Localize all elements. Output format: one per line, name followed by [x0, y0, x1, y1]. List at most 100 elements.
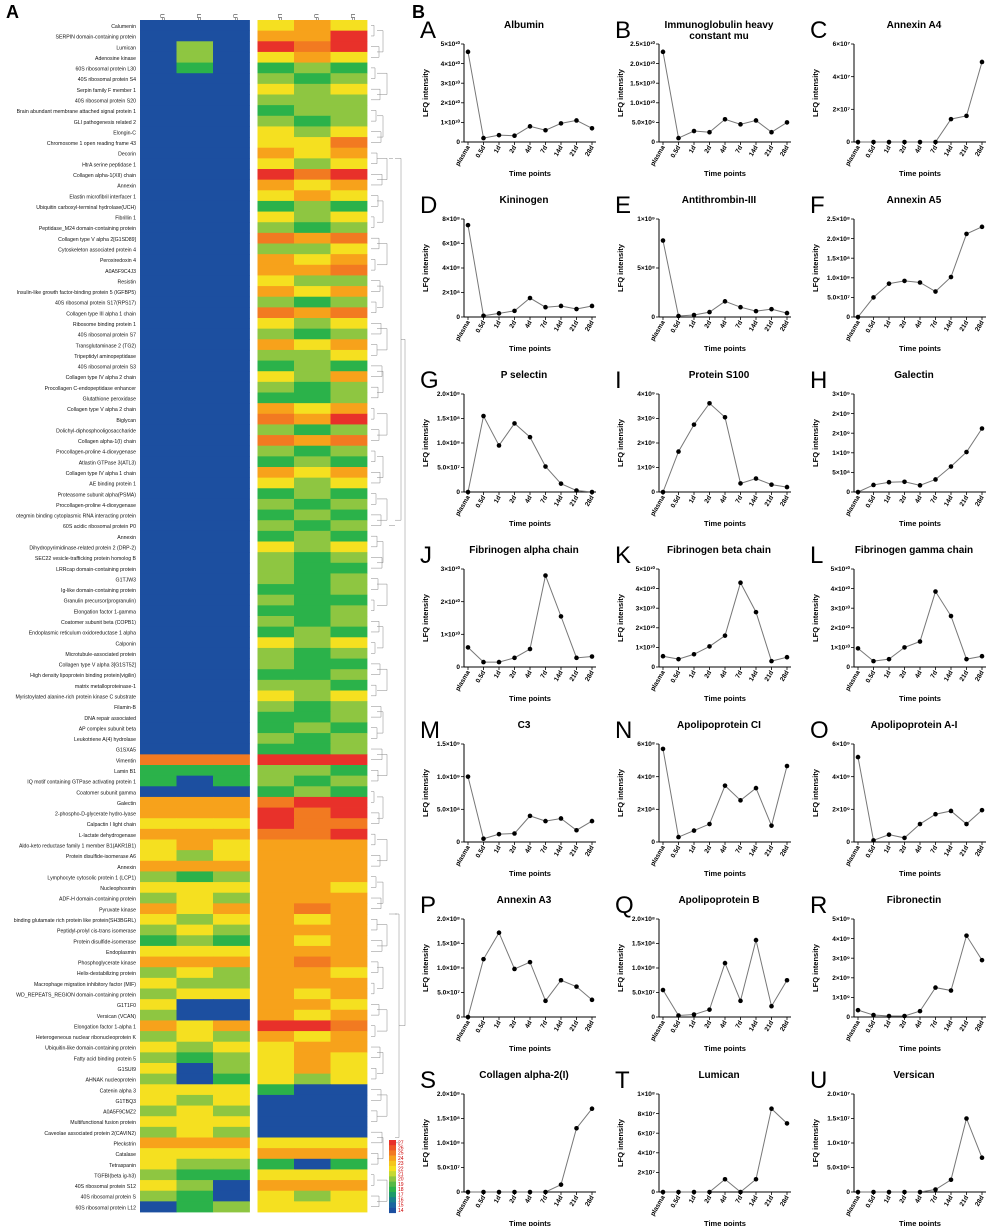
heatmap-cell: [140, 839, 177, 851]
x-tick-label: plasma: [454, 844, 471, 867]
x-tick-label: 0.5d: [865, 1019, 878, 1034]
heatmap-cell: [213, 477, 250, 489]
data-point: [465, 645, 471, 650]
heatmap-cell: [257, 743, 295, 755]
data-point: [964, 1116, 969, 1121]
data-point: [496, 930, 502, 936]
data-point: [676, 313, 681, 319]
heatmap-cell: [140, 711, 177, 723]
heatmap-row-label: A0A5F9CMZ2: [103, 1110, 136, 1116]
legend-swatch: [389, 1202, 396, 1208]
heatmap-cell: [213, 722, 250, 734]
heatmap-cell: [257, 1116, 295, 1128]
y-tick-label: 2.0×10⁸: [632, 916, 655, 923]
heatmap-cell: [176, 1052, 214, 1064]
x-tick-label: 21d: [569, 669, 581, 682]
heatmap-cell: [294, 647, 331, 659]
data-point: [855, 489, 861, 495]
heatmap-cell: [140, 392, 177, 404]
x-tick-label: 4d: [719, 144, 729, 154]
heatmap-cell: [176, 190, 214, 202]
data-point: [558, 614, 564, 619]
heatmap-row-label: AE binding protein 1: [89, 482, 136, 488]
heatmap-cell: [257, 137, 295, 149]
heatmap-cell: [257, 20, 295, 32]
y-tick-label: 1.5×10⁸: [632, 941, 655, 948]
data-point: [871, 658, 876, 664]
y-tick-label: 5.0×10⁹: [632, 120, 655, 127]
heatmap-cell: [294, 1063, 331, 1075]
y-tick-label: 2×10⁹: [832, 807, 850, 814]
heatmap-cell: [213, 169, 250, 181]
series-line: [662, 939, 788, 1017]
series-line: [468, 1108, 593, 1193]
heatmap-cell: [294, 786, 331, 798]
data-point: [660, 238, 666, 243]
heatmap-cell: [213, 743, 250, 755]
data-point: [753, 1176, 759, 1182]
heatmap-row-label: Peptidyl-prolyl cis-trans isomerase: [57, 929, 136, 935]
y-tick-label: 4×10⁷: [833, 74, 851, 81]
heatmap-cell: [330, 41, 368, 53]
heatmap-cell: [213, 711, 250, 723]
x-tick-label: 0.5d: [475, 319, 488, 334]
x-tick-label: plasma: [844, 1194, 861, 1217]
heatmap-cell: [140, 1020, 177, 1032]
data-point: [933, 139, 938, 145]
heatmap-cell: [294, 903, 331, 915]
heatmap-cell: [176, 158, 214, 170]
heatmap-row-label: G1T1F0: [117, 1003, 136, 1009]
heatmap-cell: [140, 871, 177, 883]
heatmap-cell: [140, 945, 177, 957]
heatmap-cell: [140, 296, 177, 308]
heatmap-cell: [213, 286, 250, 298]
heatmap-cell: [176, 179, 214, 191]
heatmap-cell: [213, 658, 250, 670]
heatmap-cell: [140, 977, 177, 989]
heatmap-cell: [213, 796, 250, 808]
chart-title: Fibronectin: [887, 895, 941, 906]
data-point: [543, 818, 548, 824]
data-point: [979, 653, 985, 659]
data-point: [769, 1106, 774, 1111]
heatmap-row-label: Coatomer subunit beta (COPB1): [61, 620, 136, 626]
heatmap-cell: [257, 765, 295, 777]
heatmap-cell: [330, 690, 368, 702]
data-point: [784, 654, 790, 660]
heatmap-row-label: IQ motif containing GTPase activating pr…: [27, 780, 136, 786]
heatmap-cell: [330, 775, 368, 787]
data-point: [855, 1189, 861, 1195]
heatmap-cell: [257, 1094, 295, 1106]
heatmap-cell: [330, 243, 368, 255]
heatmap-cell: [176, 1158, 214, 1170]
data-point: [722, 1176, 728, 1182]
y-tick-label: 2.0×10¹⁰: [630, 60, 655, 68]
x-tick-label: 4d: [524, 494, 534, 504]
heatmap-row-label: 40S ribosomal protein S: [81, 1195, 137, 1201]
heatmap-cell: [257, 988, 295, 1000]
heatmap-row-label: Protein disulfide-isomerase: [73, 939, 136, 945]
heatmap-row-label: AHNAK nucleoprotein: [86, 1078, 137, 1084]
heatmap-cell: [294, 190, 331, 202]
data-point: [964, 821, 969, 827]
heatmap-cell: [140, 1041, 177, 1053]
series-line: [857, 590, 983, 662]
data-point: [964, 656, 969, 662]
chart-panel-letter: D: [420, 192, 437, 219]
heatmap-cell: [140, 594, 177, 606]
heatmap-cell: [257, 147, 295, 159]
heatmap-cell: [257, 605, 295, 617]
heatmap-row-label: Procollagen-proline 4-dioxygenase: [56, 450, 136, 456]
heatmap-cell: [294, 392, 331, 404]
y-tick-label: 4×10¹⁰: [831, 585, 851, 593]
heatmap-cell: [294, 956, 331, 968]
heatmap-cell: [257, 594, 295, 606]
heatmap-row-label: Helix-destabilizing protein: [77, 971, 136, 977]
heatmap-cell: [294, 1190, 331, 1202]
heatmap-cell: [257, 679, 295, 691]
heatmap-cell: [330, 924, 368, 936]
y-axis-label: LFQ intensity: [811, 593, 820, 642]
data-point: [512, 421, 517, 426]
heatmap-cell: [294, 626, 331, 638]
heatmap-cell: [294, 765, 331, 777]
